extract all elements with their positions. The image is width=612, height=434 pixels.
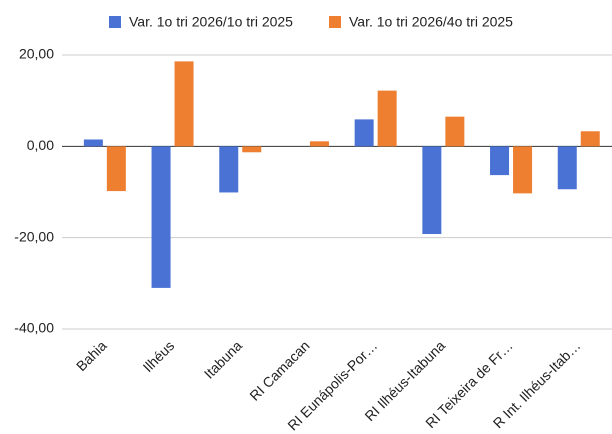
y-tick-label: -40,00 (14, 320, 54, 336)
bar (151, 146, 171, 288)
bar (83, 139, 103, 147)
bar (174, 61, 194, 147)
bar (377, 90, 397, 147)
x-tick-label: Bahia (73, 337, 110, 374)
y-tick-label: -20,00 (14, 228, 54, 244)
y-tick-label: 0,00 (27, 137, 54, 153)
bar (513, 146, 533, 194)
bar (557, 146, 577, 190)
legend-label: Var. 1o tri 2026/1o tri 2025 (129, 14, 293, 30)
x-tick-label: RI Camacan (246, 337, 312, 403)
x-tick-label: Ilhéus (140, 337, 178, 375)
bar (219, 146, 239, 193)
y-tick-label: 20,00 (19, 46, 54, 62)
bar (106, 146, 126, 192)
bar (580, 131, 600, 147)
bar (354, 119, 374, 147)
bar (422, 146, 442, 235)
bar (490, 146, 510, 176)
bar (309, 141, 329, 147)
bar (445, 116, 465, 147)
legend-swatch (329, 16, 341, 28)
legend-label: Var. 1o tri 2026/4o tri 2025 (349, 14, 513, 30)
x-tick-label: Itabuna (201, 337, 245, 381)
legend-swatch (109, 16, 121, 28)
bar (242, 146, 262, 153)
